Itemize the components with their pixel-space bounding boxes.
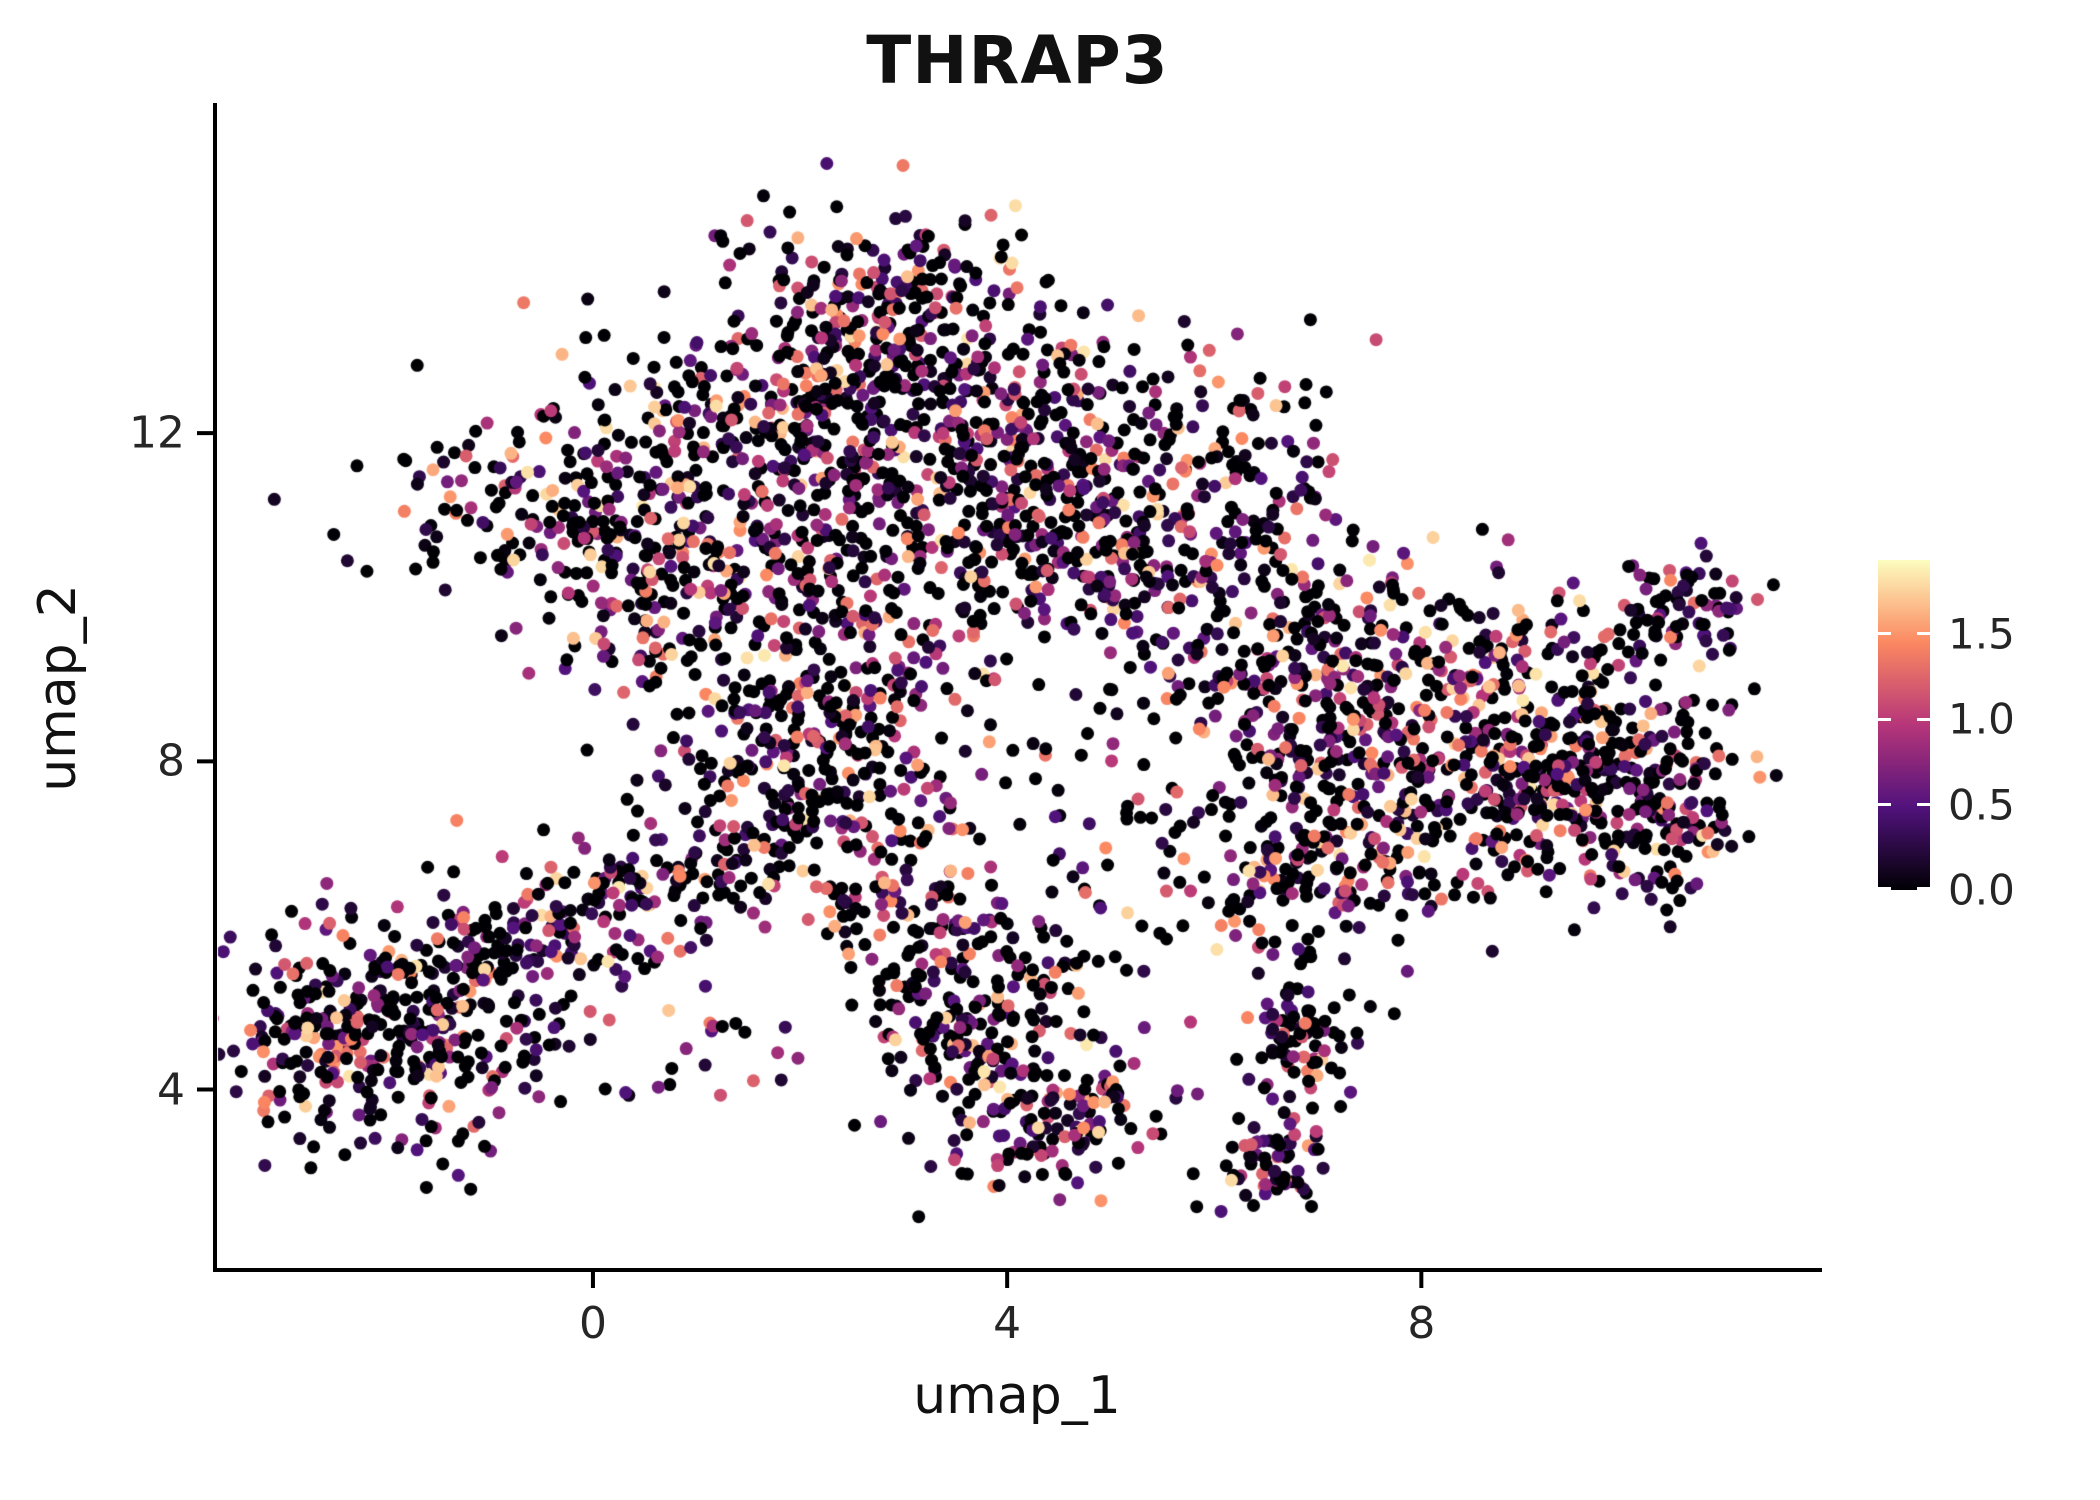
x-axis-label: umap_1 xyxy=(913,1366,1121,1426)
x-tick-label-8: 8 xyxy=(1407,1298,1436,1349)
colorbar-tick-mark xyxy=(1917,887,1930,890)
colorbar-tick-mark xyxy=(1878,632,1891,636)
colorbar-tick-label-1.0: 1.0 xyxy=(1948,694,2015,744)
colorbar-tick-mark xyxy=(1878,887,1891,890)
y-tick-label-8: 8 xyxy=(157,735,185,787)
plot-title: THRAP3 xyxy=(866,22,1169,99)
colorbar-gradient xyxy=(1878,560,1930,890)
colorbar-tick-mark xyxy=(1917,632,1930,636)
colorbar-tick-mark xyxy=(1917,803,1930,806)
y-tick-label-4: 4 xyxy=(157,1064,185,1115)
x-tick-label-4: 4 xyxy=(993,1298,1022,1349)
colorbar-tick-label-0.0: 0.0 xyxy=(1948,865,2015,915)
colorbar-tick-mark xyxy=(1917,717,1930,721)
x-tick-label-0: 0 xyxy=(578,1298,607,1349)
y-tick-label-12: 12 xyxy=(129,407,185,459)
colorbar-tick-label-0.5: 0.5 xyxy=(1948,780,2015,829)
colorbar-tick-mark xyxy=(1878,717,1891,721)
colorbar-tick-mark xyxy=(1878,803,1891,806)
colorbar-tick-label-1.5: 1.5 xyxy=(1948,609,2015,659)
